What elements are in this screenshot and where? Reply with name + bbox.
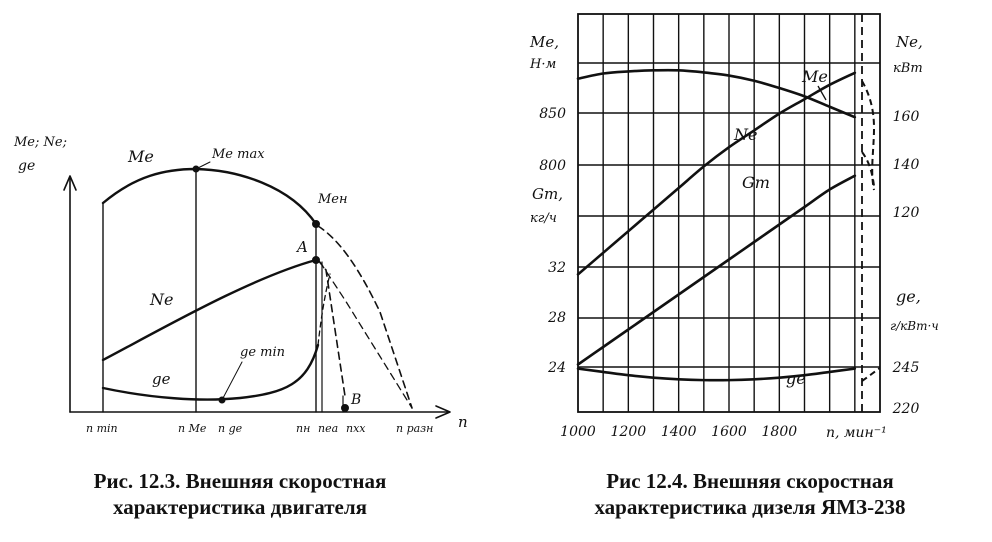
tick-n-xx: nхх xyxy=(346,422,366,435)
left-y-axis-label-line1: Me; Ne; xyxy=(13,135,67,150)
label-ne: Ne xyxy=(149,290,173,309)
label-point-b: B xyxy=(350,392,361,408)
regulator-branch xyxy=(861,367,881,382)
label-point-a: A xyxy=(295,238,308,256)
series-ge-line xyxy=(576,367,857,382)
caption-12-4-line1: Рис 12.4. Внешняя скоростная xyxy=(606,469,894,493)
caption-figure-12-4: Рис 12.4. Внешняя скоростная характерист… xyxy=(545,468,955,520)
left-y-tick-label: 24 xyxy=(547,360,566,376)
caption-figure-12-3: Рис. 12.3. Внешняя скоростная характерис… xyxy=(40,468,440,520)
axis-title-me-line2: Н·м xyxy=(529,57,556,72)
label-me-n: Meн xyxy=(317,192,348,207)
tick-n-razn: n разн xyxy=(396,422,433,435)
series-label-me: Me xyxy=(801,67,828,86)
series-gт-line xyxy=(576,174,857,366)
x-tick-label: 1600 xyxy=(711,424,747,440)
left-y-tick-label: 28 xyxy=(547,310,566,326)
label-ge: ge xyxy=(152,370,171,388)
axis-title-gt-line2: кг/ч xyxy=(530,211,557,226)
tick-n-ea: nеа xyxy=(318,422,338,435)
left-x-axis-label: n xyxy=(458,413,468,431)
axis-title-ne-line1: Ne, xyxy=(895,33,923,51)
label-ge-min: ge min xyxy=(240,345,285,360)
caption-12-4-line2: характеристика дизеля ЯМЗ-238 xyxy=(594,495,906,519)
axis-title-ne-line2: кВт xyxy=(893,61,923,76)
caption-12-3-line2: характеристика двигателя xyxy=(112,495,368,519)
point-b xyxy=(341,404,349,412)
dashed-a-branch xyxy=(319,261,413,409)
dashed-ge-branch xyxy=(317,273,331,346)
left-y-tick-label: 32 xyxy=(548,260,566,276)
tick-n-ge: n ge xyxy=(218,422,243,435)
axis-title-me-line1: Me, xyxy=(529,33,559,51)
right-y-tick-label: 140 xyxy=(893,157,920,173)
label-me-max: Me max xyxy=(211,147,265,162)
caption-12-3-line1: Рис. 12.3. Внешняя скоростная xyxy=(93,469,387,493)
axis-title-gt-line1: Gт, xyxy=(532,185,563,203)
chart-tick-labels: 1000 1200 1400 1600 1800 850 800 32 28 24 160 140 12… xyxy=(539,106,919,440)
tick-n-me: n Me xyxy=(178,422,207,435)
left-y-tick-label: 850 xyxy=(539,106,566,122)
series-ne-line xyxy=(576,71,857,276)
me-label-leader xyxy=(817,85,827,101)
dashed-me-branch xyxy=(317,225,413,409)
right-y-tick-label: 220 xyxy=(892,401,920,417)
left-y-axis-arrow xyxy=(63,175,77,191)
leader-ge-min xyxy=(221,361,243,401)
series-label-gt: Gт xyxy=(742,173,770,192)
chart-series xyxy=(576,68,881,382)
label-me: Me xyxy=(127,147,154,166)
point-me-n xyxy=(312,220,320,228)
axis-title-ge-line2: г/кВт·ч xyxy=(890,319,939,333)
axis-title-ge-line1: ge, xyxy=(896,287,921,306)
series-label-ge: ge xyxy=(786,369,806,388)
right-y-tick-label: 120 xyxy=(893,205,920,221)
curve-ge xyxy=(101,343,320,401)
left-x-axis-arrow xyxy=(435,405,451,419)
regulator-branch xyxy=(861,151,875,187)
right-y-tick-label: 245 xyxy=(892,360,920,376)
x-tick-label: 1800 xyxy=(762,424,798,440)
yamz-238-chart: 1000 1200 1400 1600 1800 850 800 32 28 24 160 140 12… xyxy=(539,13,919,440)
x-axis-label: n, мин⁻¹ xyxy=(826,425,887,441)
tick-n-n: nн xyxy=(296,422,310,435)
curve-ne xyxy=(101,258,318,362)
chart-grid xyxy=(577,13,881,413)
x-tick-label: 1000 xyxy=(560,424,596,440)
x-tick-label: 1200 xyxy=(611,424,647,440)
curve-me xyxy=(101,167,318,226)
tick-n-min: n min xyxy=(86,422,118,435)
leader-me-max xyxy=(195,161,211,170)
point-a xyxy=(312,256,320,264)
right-y-tick-label: 160 xyxy=(893,109,920,125)
series-label-ne: Ne xyxy=(733,125,757,144)
x-tick-label: 1400 xyxy=(661,424,697,440)
left-y-axis-label-line2: ge xyxy=(18,158,35,174)
schematic-speed-characteristic xyxy=(63,161,451,419)
left-y-tick-label: 800 xyxy=(539,158,566,174)
